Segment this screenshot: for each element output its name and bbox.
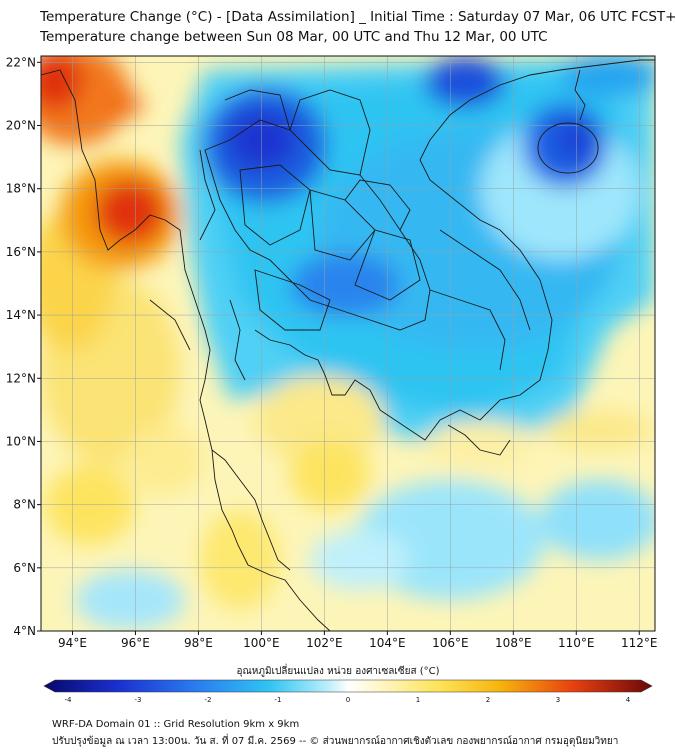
lat-tick-label: 10°N [6,434,36,448]
lon-tick-label: 96°E [121,636,150,650]
colorbar-tick-label: 1 [416,696,420,704]
longitude-axis: 94°E 96°E 98°E 100°E 102°E 104°E 106°E 108°E 110… [58,631,658,650]
lat-tick-label: 18°N [6,182,36,196]
lat-tick-label: 4°N [13,624,36,638]
lon-tick-label: 94°E [58,636,87,650]
colorbar-tick-label: -3 [135,696,142,704]
lat-tick-label: 16°N [6,245,36,259]
lat-tick-label: 6°N [13,561,36,575]
lon-tick-label: 112°E [621,636,658,650]
map-title-line1: Temperature Change (°C) - [Data Assimila… [40,9,676,25]
colorbar-label: อุณหภูมิเปลี่ยนแปลง หน่วย องศาเซลเซียส (… [236,666,440,677]
colorbar-tick-label: -1 [275,696,282,704]
colorbar-ramp [43,679,653,693]
colorbar: -4 -3 -2 -1 0 1 2 3 4 [43,679,653,704]
colorbar-tick-label: 3 [556,696,560,704]
lon-tick-label: 100°E [243,636,280,650]
footer-model-info: WRF-DA Domain 01 :: Grid Resolution 9km … [52,719,300,730]
latitude-axis: 4°N 6°N 8°N 10°N 12°N 14°N 16°N 18°N 20°N 22°N [6,55,41,638]
lat-tick-label: 12°N [6,371,36,385]
footer-credit: ปรับปรุงข้อมูล ณ เวลา 13:00น. วัน ส. ที่… [52,736,619,747]
lon-tick-label: 110°E [558,636,595,650]
lat-tick-label: 8°N [13,498,36,512]
map-frame [40,55,656,632]
coastlines-and-borders [41,59,655,631]
colorbar-tick-label: -2 [205,696,212,704]
lon-tick-label: 102°E [306,636,343,650]
lon-tick-label: 106°E [432,636,469,650]
lon-tick-label: 108°E [495,636,532,650]
temperature-field [41,56,655,631]
lat-tick-label: 20°N [6,119,36,133]
map-title-line2: Temperature change between Sun 08 Mar, 0… [40,29,548,45]
lat-lon-gridlines [41,56,655,631]
lon-tick-label: 98°E [184,636,213,650]
colorbar-tick-label: 2 [486,696,490,704]
colorbar-tick-label: 0 [346,696,350,704]
lat-tick-label: 14°N [6,308,36,322]
colorbar-tick-label: 4 [626,696,631,704]
lat-tick-label: 22°N [6,55,36,69]
colorbar-tick-label: -4 [65,696,73,704]
lon-tick-label: 104°E [369,636,406,650]
